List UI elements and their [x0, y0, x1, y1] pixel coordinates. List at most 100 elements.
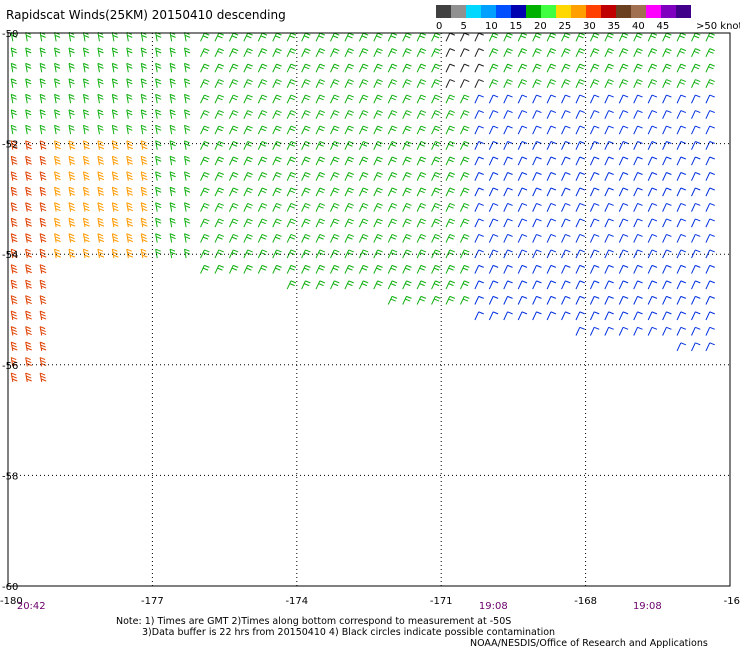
wind-barb: [373, 233, 383, 243]
wind-barb: [662, 295, 672, 305]
wind-barb: [169, 217, 176, 228]
wind-barb: [301, 280, 311, 290]
y-tick-label: -60: [2, 582, 18, 593]
wind-barb: [214, 264, 224, 274]
wind-barb: [647, 280, 658, 290]
wind-barb: [517, 156, 528, 166]
wind-barb: [214, 32, 224, 42]
wind-barb: [301, 125, 311, 135]
wind-barb: [705, 94, 715, 104]
wind-barb: [431, 63, 441, 73]
wind-barb: [460, 202, 470, 212]
wind-barb: [575, 187, 585, 197]
wind-barb: [561, 32, 571, 42]
wind-barb: [243, 48, 253, 57]
wind-barb: [647, 311, 658, 321]
wind-barb: [97, 78, 104, 88]
wind-barb: [575, 202, 585, 212]
wind-barb: [662, 63, 672, 73]
wind-barb: [676, 63, 687, 73]
wind-barb: [416, 202, 427, 212]
wind-barb: [155, 140, 162, 150]
wind-barb: [155, 233, 162, 243]
wind-barb: [460, 141, 470, 150]
wind-barb: [126, 31, 133, 42]
wind-barb: [633, 63, 643, 73]
wind-barb: [517, 94, 528, 104]
chart-title: Rapidscat Winds(25KM) 20150410 descendin…: [6, 8, 286, 22]
wind-barb: [647, 79, 658, 88]
wind-barb: [169, 93, 176, 104]
wind-barb: [373, 280, 383, 290]
wind-barb: [488, 218, 499, 228]
wind-barb: [633, 187, 643, 197]
wind-barb: [126, 140, 133, 150]
wind-barb: [228, 156, 239, 166]
wind-barb: [344, 187, 354, 197]
wind-barb: [315, 233, 326, 243]
wind-barb: [416, 280, 427, 290]
wind-barb: [214, 48, 224, 57]
wind-barb: [126, 202, 133, 212]
wind-barb: [228, 218, 239, 228]
wind-barb: [169, 124, 176, 135]
wind-barb: [301, 141, 311, 150]
wind-barb: [54, 171, 61, 181]
wind-barb: [10, 233, 18, 243]
wind-barb: [243, 79, 253, 88]
wind-barb: [315, 218, 326, 228]
wind-barb: [243, 32, 253, 42]
wind-barb: [10, 217, 18, 228]
wind-barb: [546, 218, 557, 228]
wind-barb: [503, 311, 513, 321]
wind-barb: [272, 94, 282, 104]
wind-barb: [111, 47, 119, 57]
wind-barb: [474, 94, 484, 104]
wind-barb: [488, 94, 499, 104]
wind-barb: [228, 187, 239, 197]
wind-barb: [358, 63, 369, 73]
wind-barb: [140, 155, 148, 166]
wind-barb: [589, 311, 600, 321]
wind-barb: [575, 63, 585, 73]
wind-barb: [691, 110, 701, 119]
wind-barb: [286, 32, 297, 42]
wind-barb: [97, 186, 105, 197]
wind-barb: [474, 311, 484, 321]
wind-barb: [155, 202, 162, 212]
wind-barb: [474, 63, 484, 73]
wind-barb: [460, 295, 470, 305]
wind-barb: [39, 186, 47, 197]
wind-barb: [344, 110, 354, 119]
wind-barb: [546, 311, 557, 321]
wind-barb: [286, 94, 297, 104]
wind-barb: [155, 31, 162, 42]
wind-barb: [387, 156, 398, 166]
wind-barb: [257, 249, 268, 259]
wind-barb: [561, 218, 571, 228]
wind-barb: [387, 94, 398, 104]
wind-barb: [431, 156, 441, 166]
wind-barb: [82, 31, 90, 42]
wind-barb: [618, 125, 629, 135]
wind-barb: [517, 187, 528, 197]
wind-barb: [358, 79, 369, 88]
wind-barb: [243, 141, 253, 150]
wind-barb: [286, 63, 297, 73]
wind-barb: [200, 202, 210, 212]
wind-barb: [575, 326, 585, 336]
wind-barb: [68, 62, 75, 73]
wind-barb: [344, 280, 354, 290]
wind-barb: [155, 217, 162, 228]
wind-barb: [705, 63, 715, 73]
wind-barb: [662, 202, 672, 212]
wind-barb: [402, 202, 412, 212]
wind-barb: [431, 48, 441, 57]
wind-barb: [272, 218, 282, 228]
wind-barb: [155, 47, 162, 57]
wind-barb: [589, 63, 600, 73]
wind-barb: [561, 233, 571, 243]
wind-barb: [604, 202, 614, 212]
wind-barb: [604, 326, 614, 336]
wind-barb: [10, 326, 18, 336]
